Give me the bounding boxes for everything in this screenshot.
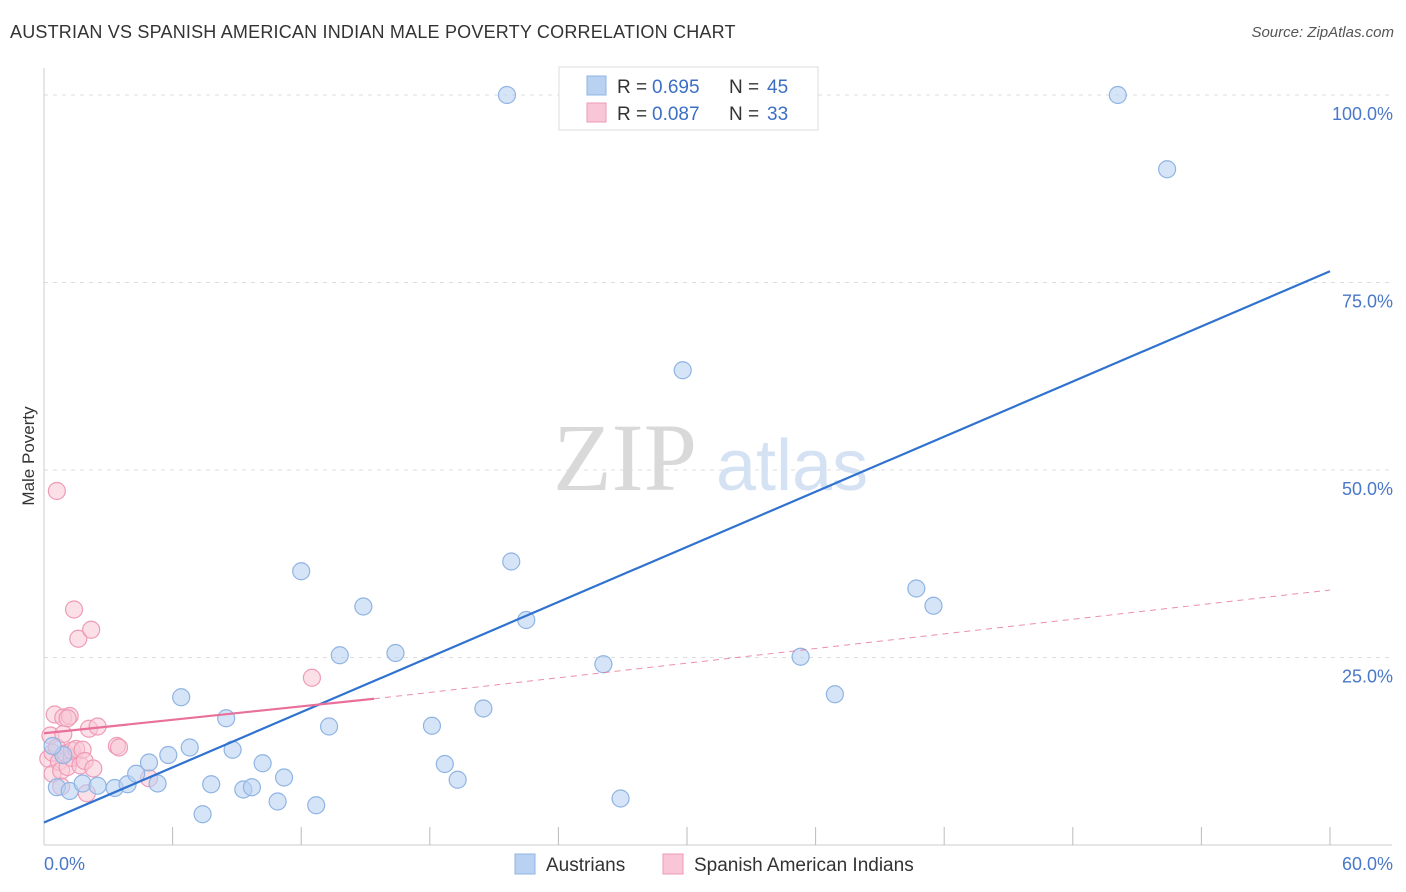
data-point [159,745,178,765]
austrian-points [43,85,1177,824]
legend-r-label-1: R = [617,77,647,98]
data-point [47,481,66,501]
data-point [386,643,405,663]
data-point [1158,160,1177,179]
data-point [64,600,84,619]
data-point [73,774,92,793]
data-point [172,688,191,707]
x-tick-label: 0.0% [44,854,85,874]
data-point [302,668,322,687]
data-point [253,754,272,773]
data-point [58,709,77,728]
watermark: ZIP atlas [553,404,868,511]
data-point [907,579,926,598]
chart-title: AUSTRIAN VS SPANISH AMERICAN INDIAN MALE… [10,22,736,42]
y-tick-label: 75.0% [1342,292,1393,312]
series-name-austrians: Austrians [546,855,625,876]
data-point [594,655,613,674]
series-name-spanish-american-indians: Spanish American Indians [694,855,914,876]
data-point [193,805,212,824]
data-point [502,552,521,571]
watermark-atlas: atlas [716,426,868,506]
data-point [319,717,339,736]
grid-lines [44,94,1392,658]
trend-line-austrians [43,270,1331,824]
y-axis-label: Male Poverty [19,406,38,506]
watermark-zip: ZIP [553,404,697,511]
data-point [202,775,221,794]
data-point [307,796,326,815]
data-point [422,716,442,735]
axes [43,68,1392,846]
data-point [497,85,517,105]
data-point [330,646,349,665]
legend-n-value-2: 33 [767,104,788,125]
data-point [435,754,454,774]
data-point [109,738,129,757]
legend-r-label-2: R = [617,104,647,125]
data-point [292,562,311,581]
tick-labels: 25.0% 50.0% 75.0% 100.0% 0.0% 60.0% [44,104,1393,874]
data-point [673,361,692,380]
data-point [354,597,373,616]
series-legend: Austrians Spanish American Indians [514,853,914,876]
data-point [84,759,103,778]
legend-r-value-2: 0.087 [652,104,700,125]
data-point [825,685,844,704]
trend-lines [43,270,1331,824]
data-point [88,776,107,795]
data-point [924,596,943,615]
trend-line-spanish-american-indians [43,697,375,735]
data-point [180,738,199,757]
legend-n-label-2: N = [729,104,759,125]
y-tick-label: 100.0% [1332,104,1393,124]
data-point [1108,85,1127,105]
data-point [242,778,262,797]
data-point [274,768,294,787]
correlation-legend: R = 0.695 N = 45 R = 0.087 N = 33 [558,66,819,131]
data-point [474,699,493,718]
y-tick-label: 50.0% [1342,479,1393,499]
data-point [139,753,159,772]
data-point [268,792,287,811]
trend-line-spanish-american-indians-extended [374,589,1331,700]
spanish-american-indian-points [39,481,322,803]
legend-n-label-1: N = [729,77,759,98]
data-point [448,770,467,789]
data-point [43,736,62,756]
x-tick-label: 60.0% [1342,854,1393,874]
series-swatch-austrians [514,853,536,875]
legend-r-value-1: 0.695 [652,77,700,98]
data-point [791,647,810,666]
data-point [82,620,101,639]
data-point [69,629,88,648]
data-point [611,789,630,808]
y-tick-label: 25.0% [1342,667,1393,687]
series-swatch-spanish-american-indians [662,853,684,875]
data-point [217,709,236,728]
source-credit: Source: ZipAtlas.com [1251,24,1394,41]
legend-n-value-1: 45 [767,77,788,98]
legend-swatch-austrians [586,75,607,96]
legend-swatch-spanish-american-indians [586,102,607,123]
